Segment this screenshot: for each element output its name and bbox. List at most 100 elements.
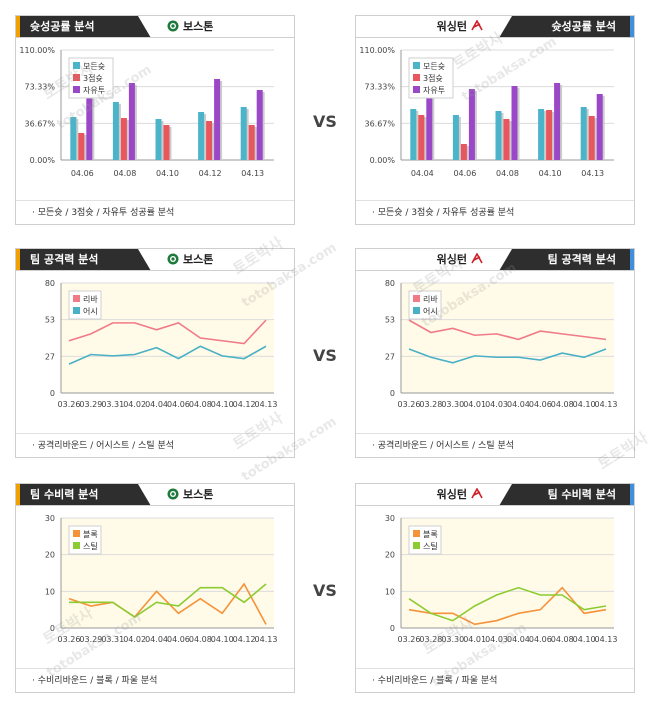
shoot-chart-washington: 0.00% 36.67% 73.33% 110.00% 04.04 04.06 04.08 0… [359,46,614,178]
y-tick-label: 20 [385,551,395,560]
y-tick-label: 0.00% [30,156,56,165]
y-tick-label: 110.00% [19,46,55,55]
legend-swatch [413,542,420,549]
y-tick-label: 80 [45,279,55,288]
bar [120,118,127,160]
footer-text: 공격리바운드 / 어시스트 / 스틸 분석 [377,441,515,451]
y-tick-label: 20 [45,551,55,560]
x-tick-label: 04.13 [595,400,618,409]
defense-chart-washington: 010203003.2603.2803.3004.0104.0304.0404.… [385,514,618,644]
shoot-chart-boston: 0.00% 36.67% 73.33% 110.00% 04.06 04.08 04.10 0… [19,46,274,178]
panel-header: 팀 수비력 분석 보스톤 [16,484,294,506]
legend-label: 블록 [83,529,98,539]
x-tick-label: 03.26 [58,400,81,409]
legend-label: 블록 [423,529,438,539]
bar [163,125,170,160]
team-label: 보스톤 [183,20,214,33]
boston-logo-icon [167,488,179,500]
legend-label: 스틸 [423,541,438,551]
footer-text: 모든슛 / 3점슛 / 자유투 성공률 분석 [37,208,175,218]
x-tick-label: 04.01 [463,635,486,644]
panel-attack-washington: 팀 공격력 분석 워싱턴 0 27 53 80 03.26 03.28 03.30 04.01… [355,248,635,458]
bar [112,102,119,160]
legend-swatch [73,295,80,302]
legend-swatch [73,86,80,93]
y-tick-label: 0 [50,624,55,633]
y-tick-label: 10 [385,587,395,596]
boston-logo-icon [167,20,179,32]
x-tick-label: 04.10 [211,635,234,644]
x-tick-label: 04.13 [595,635,618,644]
x-tick-label: 03.31 [101,400,124,409]
x-tick-label: 04.13 [241,169,264,178]
team-label: 보스톤 [183,253,214,266]
x-tick-label: 04.12 [233,400,256,409]
panel-title: 팀 수비력 분석 [499,484,634,506]
panel-title: 슛성공률 분석 [499,16,634,38]
legend-swatch [413,295,420,302]
legend-swatch [73,74,80,81]
x-tick-label: 03.30 [441,400,464,409]
panel-footer: · 모든슛 / 3점슛 / 자유투 성공률 분석 [356,200,634,224]
series-line [408,348,607,364]
footer-text: 공격리바운드 / 어시스트 / 스틸 분석 [37,441,175,451]
bar [78,133,85,160]
x-tick-label: 03.26 [398,400,421,409]
footer-text: 수비리바운드 / 블록 / 파울 분석 [377,676,498,686]
x-tick-label: 04.04 [145,400,168,409]
x-tick-label: 04.02 [123,635,146,644]
bar [596,94,603,160]
legend-swatch [413,62,420,69]
washington-logo-icon [471,487,483,500]
x-tick-label: 04.10 [539,169,562,178]
legend-swatch [73,307,80,314]
bar [426,93,433,160]
boston-logo-icon [167,253,179,265]
x-tick-label: 04.02 [123,400,146,409]
bar [511,86,518,160]
x-tick-label: 04.01 [463,400,486,409]
vs-label: VS [313,346,337,365]
washington-logo-icon [471,19,483,32]
x-tick-label: 04.06 [529,400,552,409]
team-name: 보스톤 [163,488,213,502]
y-tick-label: 80 [385,279,395,288]
bar [206,121,213,160]
panel-title: 팀 공격력 분석 [499,249,634,271]
bar [554,83,561,160]
x-tick-label: 04.13 [255,635,278,644]
series-line [408,319,607,341]
legend-label: 모든슛 [423,62,445,71]
team-label: 워싱턴 [436,253,467,266]
x-tick-label: 04.10 [573,635,596,644]
panel-shoot-boston: 슛성공률 분석 보스톤 0.00% 36.67% 73.33% 110.00% 04.0… [15,15,295,225]
panel-title: 팀 공격력 분석 [16,249,151,271]
bar [495,111,502,160]
legend-swatch [413,307,420,314]
legend-swatch [413,530,420,537]
x-tick-label: 04.08 [551,400,574,409]
x-tick-label: 04.08 [189,400,212,409]
x-tick-label: 04.12 [233,635,256,644]
legend-label: 어시 [83,306,98,316]
x-tick-label: 03.28 [419,400,442,409]
y-tick-label: 0.00% [370,156,396,165]
footer-text: 수비리바운드 / 블록 / 파울 분석 [37,676,158,686]
vs-label: VS [313,112,337,131]
y-tick-label: 53 [385,316,395,325]
vs-label: VS [313,581,337,600]
bar [410,109,417,160]
x-tick-label: 04.04 [507,635,530,644]
footer-text: 모든슛 / 3점슛 / 자유투 성공률 분석 [377,208,515,218]
y-tick-label: 27 [385,352,395,361]
x-tick-label: 03.28 [419,635,442,644]
y-tick-label: 110.00% [359,46,395,55]
attack-chart-boston: 027538003.2603.2903.3104.0204.0404.0604.… [45,279,278,409]
legend-swatch [73,62,80,69]
series-line [68,582,267,625]
x-tick-label: 03.29 [79,400,102,409]
x-tick-label: 04.13 [581,169,604,178]
legend-label: 어시 [423,306,438,316]
bar [546,110,553,160]
panel-footer: · 수비리바운드 / 블록 / 파울 분석 [356,668,634,692]
